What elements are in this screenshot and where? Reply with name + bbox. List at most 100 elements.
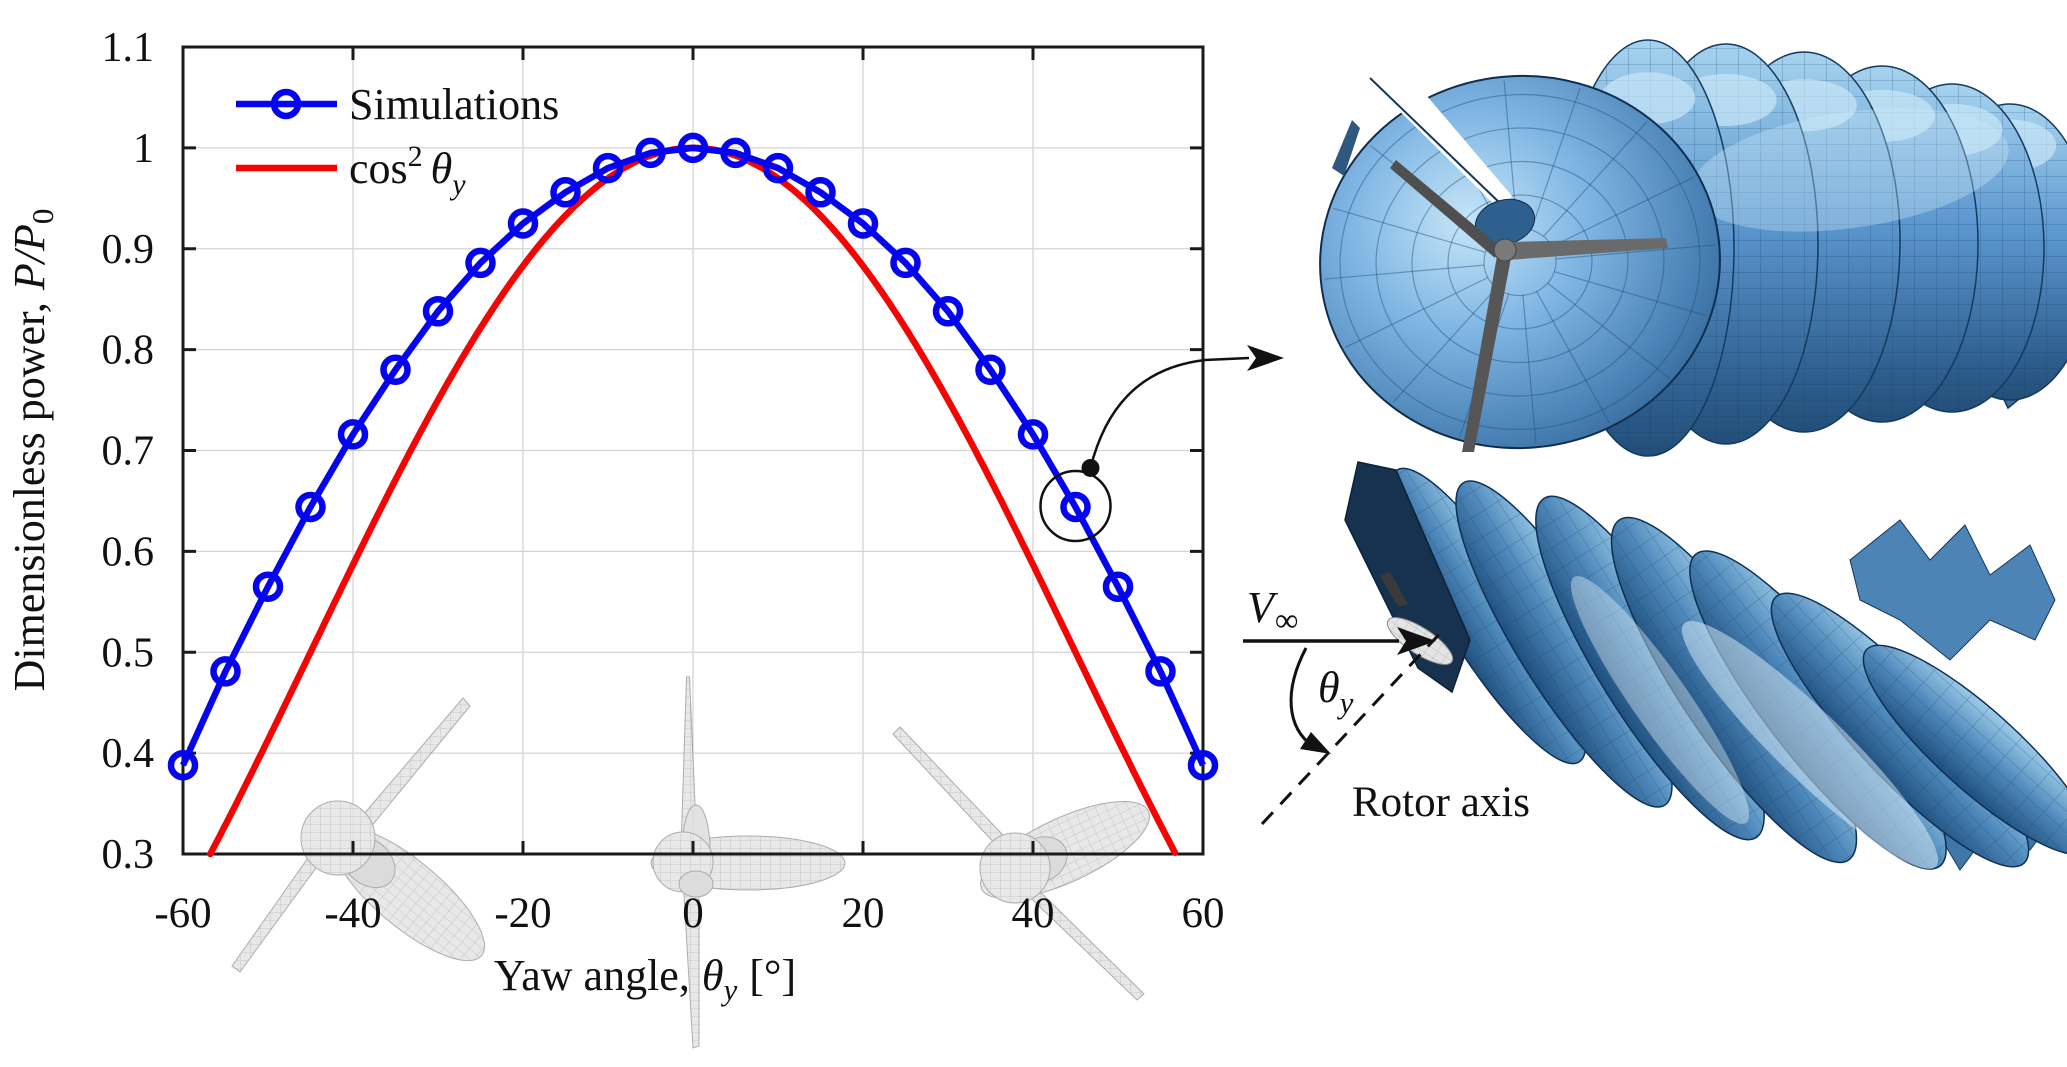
v-infinity-arrow-head-icon <box>1397 627 1436 655</box>
data-point-marker <box>975 354 1006 386</box>
flow-annotation: V∞ θy Rotor axis <box>1243 583 1530 826</box>
y-axis-title: Dimensionless power,P/P0 <box>5 209 60 692</box>
v-infinity-label: V∞ <box>1247 583 1298 639</box>
axis-ticks <box>183 47 1203 854</box>
disk-mesh-radial <box>1542 121 1648 237</box>
turbine-sketch-yawed-negative <box>231 697 486 973</box>
data-point-marker <box>167 749 199 781</box>
x-tick-labels: -60 -40 -20 0 20 40 60 <box>154 890 1224 937</box>
x-tick-label: 40 <box>1012 890 1055 937</box>
data-point-marker <box>762 152 794 184</box>
data-point-marker <box>592 152 624 184</box>
data-point-markers <box>167 132 1219 781</box>
rotor-hub <box>1493 238 1517 262</box>
highlight-circle <box>1039 469 1112 543</box>
data-point-marker <box>337 419 369 450</box>
legend: Simulations cos2 θy <box>236 80 559 201</box>
legend-label-simulations: Simulations <box>349 80 559 129</box>
wake-sheet-mesh <box>1863 645 2067 855</box>
yaw-angle-label: θy <box>1318 663 1354 720</box>
leader-arrow-line <box>1089 356 1250 469</box>
y-tick-label: 0.5 <box>102 630 155 676</box>
wake-slit <box>1368 62 1512 212</box>
wake-skewed-sheets <box>1389 467 2067 870</box>
data-point-marker <box>465 247 496 279</box>
wake-front-disk <box>1319 62 1721 450</box>
data-point-marker <box>720 137 751 169</box>
data-point-marker <box>677 132 709 164</box>
data-point-marker <box>252 571 284 602</box>
yawed-turbine-blade <box>1380 572 1408 607</box>
y-tick-label: 0.6 <box>102 529 155 575</box>
rotor-axis-dashed-line <box>1260 625 1448 826</box>
data-point-marker <box>1102 571 1134 602</box>
data-point-marker <box>1060 491 1091 523</box>
data-point-marker <box>932 296 964 327</box>
y-tick-label: 0.4 <box>102 731 155 777</box>
turbine-sketches <box>231 676 1150 1049</box>
data-point-marker <box>890 247 921 279</box>
disk-mesh-radial <box>1345 276 1489 348</box>
yaw-angle-arc <box>1289 647 1315 749</box>
wake-highlight-streak2 <box>1570 576 1750 824</box>
disk-mesh-radial <box>1333 207 1486 253</box>
disk-mesh-radial <box>1324 264 1485 280</box>
data-point-marker <box>550 177 581 208</box>
rotor-axis-label: Rotor axis <box>1352 779 1530 826</box>
rotor-blades <box>1390 160 1668 452</box>
x-tick-label: -60 <box>154 890 211 937</box>
disk-mesh-ring <box>1447 194 1593 330</box>
x-tick-label: 20 <box>842 890 885 937</box>
data-point-marker <box>635 137 666 169</box>
disk-mesh-radial <box>1547 282 1670 379</box>
disk-mesh-ring <box>1339 93 1701 431</box>
wake-sheet-mesh <box>1535 496 1765 840</box>
y-tick-label: 0.3 <box>102 832 155 878</box>
turbine-sketch-zero-yaw <box>650 676 846 1049</box>
disk-mesh-ring <box>1411 160 1629 364</box>
wake-sheet-mesh <box>1456 481 1672 807</box>
data-point-marker <box>507 208 539 239</box>
data-point-marker <box>1145 656 1176 687</box>
y-tick-label: 0.9 <box>102 227 155 273</box>
highlight-annotation <box>1039 345 1284 543</box>
wake-sheet-mesh <box>1771 593 2029 867</box>
leader-arrow-head-icon <box>1247 345 1284 371</box>
x-tick-label: -20 <box>494 890 551 937</box>
disk-mesh-radial <box>1530 87 1581 231</box>
y-tick-label: 1.1 <box>102 25 155 71</box>
legend-marker-simulations <box>270 88 302 120</box>
disk-mesh-radial <box>1554 271 1707 317</box>
simulations-curve <box>180 144 1206 767</box>
wake-highlight-streak <box>1681 620 1939 870</box>
data-point-marker <box>295 491 326 523</box>
data-point-marker <box>422 296 454 327</box>
wake-dark-leading-sheet <box>1344 461 1471 694</box>
disk-mesh-radial <box>1522 294 1537 444</box>
y-tick-label: 0.7 <box>102 429 155 475</box>
disk-mesh-radial <box>1551 176 1695 248</box>
wake-highlight <box>1691 108 2009 232</box>
wake-sheet-mesh <box>1390 468 1586 764</box>
turbine-sketch-yawed-positive <box>892 726 1150 1001</box>
disk-mesh-ring <box>1375 127 1665 397</box>
wake-render-yawed <box>1344 461 2067 871</box>
x-axis-title: Yaw angle, θy [°] <box>494 951 796 1007</box>
x-tick-label: 0 <box>682 890 704 937</box>
y-tick-label: 1 <box>133 126 154 172</box>
wake-ragged-top-right <box>1849 519 2056 661</box>
data-point-marker <box>805 177 836 208</box>
data-point-marker <box>1017 419 1049 450</box>
yaw-angle-arc-arrow-head-icon <box>1300 732 1331 754</box>
data-point-marker <box>1187 749 1219 781</box>
chart-curves <box>180 144 1206 858</box>
x-tick-label: 60 <box>1182 890 1225 937</box>
y-tick-label: 0.8 <box>102 328 155 374</box>
y-tick-labels: 0.3 0.4 0.5 0.6 0.7 0.8 0.9 1 1.1 <box>102 25 155 878</box>
x-tick-label: -40 <box>324 890 381 937</box>
legend-label-cos2: cos2 θy <box>349 140 466 201</box>
data-point-marker <box>847 208 879 239</box>
disk-mesh-radial <box>1535 290 1610 424</box>
disk-mesh-radial <box>1392 287 1498 403</box>
